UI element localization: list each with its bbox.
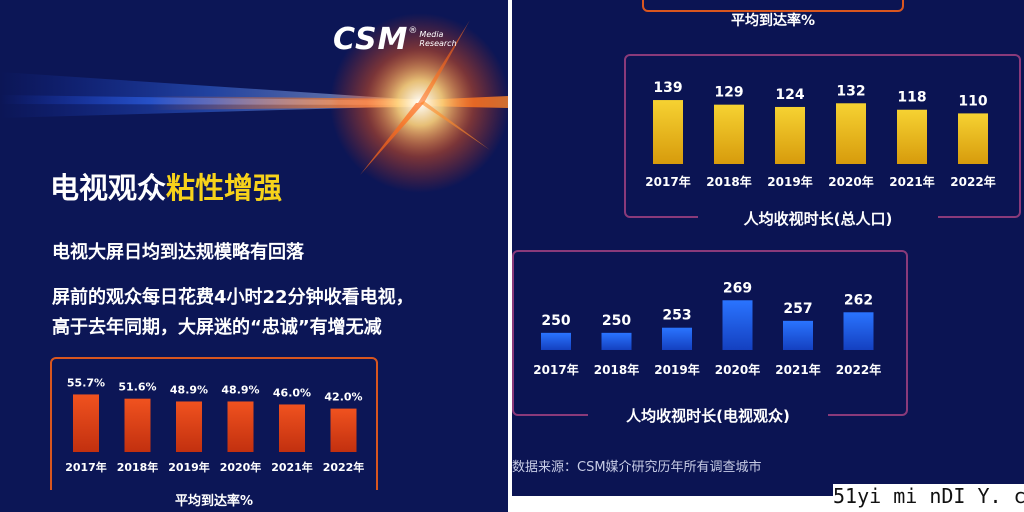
time-viewers-tick-label: 2022年 bbox=[836, 362, 881, 377]
time-viewers-chart-caption: 人均收视时长(电视观众) bbox=[588, 405, 828, 426]
reach-bar bbox=[176, 401, 202, 452]
time-total-tick-label: 2022年 bbox=[950, 174, 995, 189]
logo-subtitle-line-1: Media bbox=[419, 30, 444, 39]
time-total-bar bbox=[897, 109, 927, 164]
reach-bar bbox=[73, 394, 99, 452]
time-total-bar bbox=[653, 100, 683, 164]
time-total-data-label: 139 bbox=[653, 80, 682, 96]
page-title-highlight: 粘性增强 bbox=[166, 171, 283, 205]
subtitle-line-3: 高于去年同期，大屏迷的“忠诚”有增无减 bbox=[52, 317, 382, 338]
time-viewers-tick-label: 2017年 bbox=[533, 362, 578, 377]
subtitle-line-2: 屏前的观众每日花费4小时22分钟收看电视， bbox=[52, 287, 414, 308]
reach-chart: 55.7% 2017年 51.6% 2018年 48.9% 2019年 48.9% 2020年… bbox=[65, 376, 365, 474]
reach-tick-label: 2018年 bbox=[117, 460, 159, 474]
time-viewers-data-label: 257 bbox=[783, 301, 812, 317]
time-total-chart-caption: 人均收视时长(总人口) bbox=[698, 208, 938, 229]
time-viewers-data-label: 262 bbox=[844, 292, 873, 308]
time-total-bar bbox=[714, 104, 744, 164]
reach-bar bbox=[124, 398, 151, 452]
reach-data-label: 48.9% bbox=[221, 383, 259, 396]
time-total-data-label: 118 bbox=[897, 90, 926, 106]
page-title-plain: 电视观众 bbox=[50, 171, 167, 205]
time-total-tick-label: 2017年 bbox=[645, 174, 690, 189]
reach-tick-label: 2020年 bbox=[220, 460, 262, 474]
time-total-tick-label: 2021年 bbox=[889, 174, 934, 189]
time-viewers-tick-label: 2020年 bbox=[715, 362, 760, 377]
time-viewers-data-label: 253 bbox=[662, 308, 691, 324]
reach-bar bbox=[279, 404, 305, 452]
time-viewers-data-label: 250 bbox=[541, 313, 570, 329]
time-viewers-data-label: 250 bbox=[602, 313, 631, 329]
reach-tick-label: 2019年 bbox=[168, 460, 210, 474]
time-total-chart: 139 2017年 129 2018年 124 2019年 132 2020年 118 2021年… bbox=[645, 80, 995, 189]
time-total-data-label: 129 bbox=[714, 85, 743, 101]
time-total-tick-label: 2018年 bbox=[706, 174, 751, 189]
time-total-tick-label: 2019年 bbox=[767, 174, 812, 189]
page-title: 电视观众粘性增强 bbox=[50, 165, 282, 207]
logo-subtitle: Media Research bbox=[419, 30, 456, 48]
time-total-bar bbox=[836, 103, 866, 164]
reach-data-label: 51.6% bbox=[118, 381, 156, 394]
reach-tick-label: 2021年 bbox=[271, 460, 313, 474]
reach-data-label: 42.0% bbox=[324, 391, 362, 404]
watermark: 51yi mi nDI Y. com bbox=[833, 484, 1024, 508]
time-total-bar bbox=[958, 113, 988, 164]
left-panel: CSM ® Media Research 电视观众粘性增强 电视大屏日均到达规模… bbox=[0, 0, 508, 512]
time-total-data-label: 132 bbox=[836, 83, 865, 99]
reach-tick-label: 2022年 bbox=[323, 460, 365, 474]
time-viewers-bar bbox=[601, 332, 632, 350]
time-viewers-bar bbox=[541, 332, 571, 350]
top-cut-caption: 平均到达率% bbox=[730, 13, 816, 29]
reach-data-label: 55.7% bbox=[67, 376, 105, 389]
time-viewers-tick-label: 2019年 bbox=[654, 362, 699, 377]
time-viewers-data-label: 269 bbox=[723, 280, 752, 296]
time-total-bar bbox=[775, 106, 805, 164]
light-beam-graphic bbox=[0, 0, 508, 210]
time-viewers-tick-label: 2021年 bbox=[775, 362, 820, 377]
subtitle-line-1: 电视大屏日均到达规模略有回落 bbox=[52, 242, 304, 263]
logo-registered-mark: ® bbox=[408, 26, 418, 36]
right-panel: 平均到达率% 139 2017年 129 2018年 124 2019年 132 2020年 1… bbox=[512, 0, 1024, 496]
time-viewers-chart: 250 2017年 250 2018年 253 2019年 269 2020年 257 2021年… bbox=[533, 280, 881, 377]
time-total-tick-label: 2020年 bbox=[828, 174, 873, 189]
time-viewers-bar bbox=[783, 320, 813, 350]
reach-bar bbox=[330, 408, 357, 452]
time-total-data-label: 110 bbox=[958, 93, 987, 109]
reach-data-label: 48.9% bbox=[170, 383, 208, 396]
reach-data-label: 46.0% bbox=[273, 386, 311, 399]
time-viewers-bar bbox=[722, 300, 753, 350]
time-viewers-tick-label: 2018年 bbox=[594, 362, 639, 377]
reach-bar bbox=[227, 401, 254, 452]
top-cut-frame bbox=[642, 0, 904, 12]
time-viewers-bar bbox=[843, 312, 874, 350]
time-total-data-label: 124 bbox=[775, 87, 804, 103]
logo-wordmark: CSM bbox=[333, 22, 409, 57]
reach-chart-caption: 平均到达率% bbox=[50, 490, 378, 509]
csm-logo: CSM ® Media Research bbox=[333, 24, 457, 56]
reach-tick-label: 2017年 bbox=[65, 460, 107, 474]
data-source-note: 数据来源：CSM媒介研究历年所有调查城市 bbox=[512, 460, 762, 475]
logo-subtitle-line-2: Research bbox=[419, 39, 457, 48]
time-viewers-bar bbox=[662, 327, 692, 350]
